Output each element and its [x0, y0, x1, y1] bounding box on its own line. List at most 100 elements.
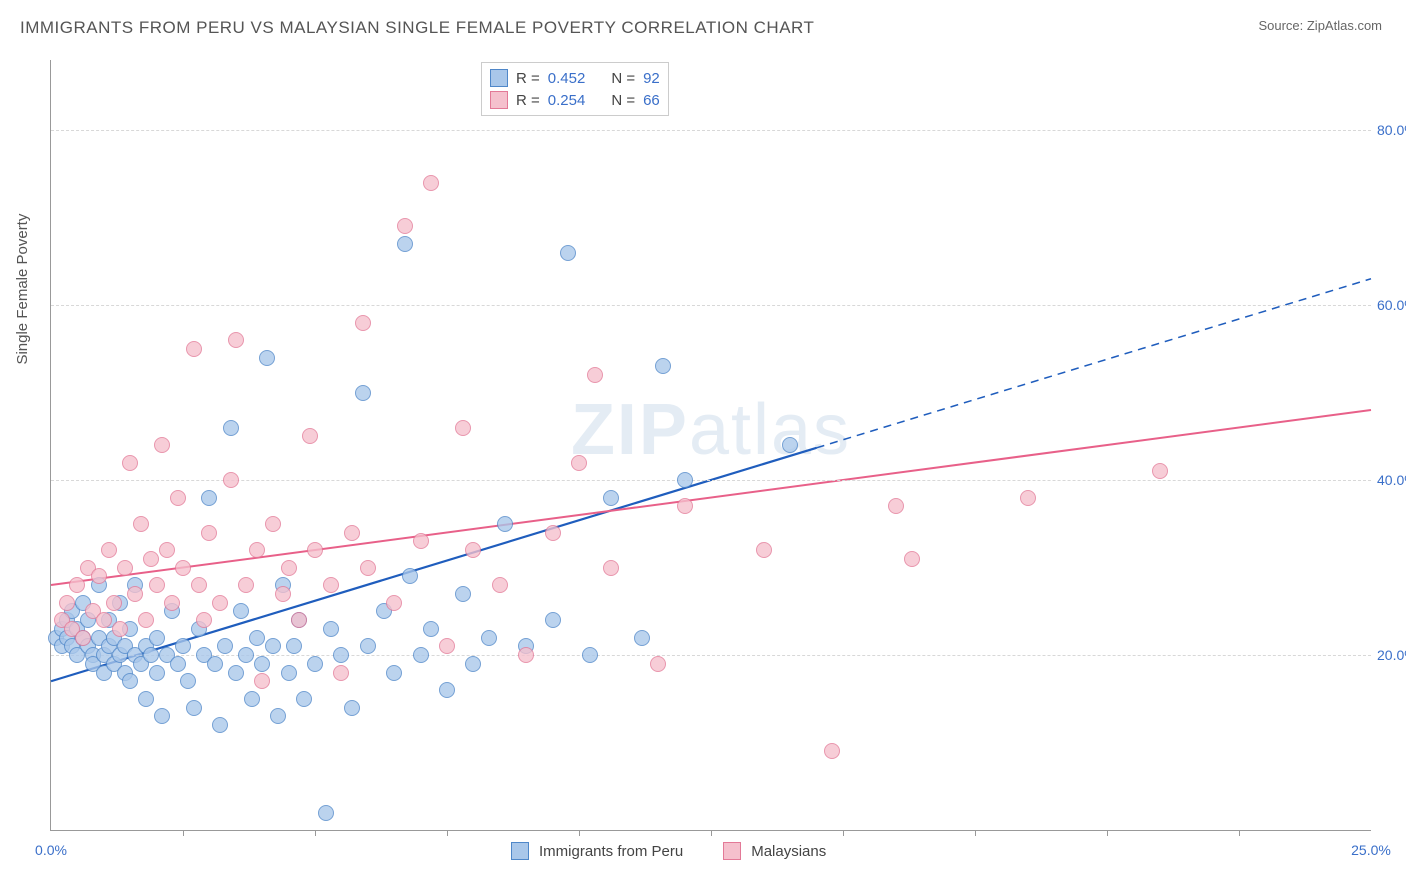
scatter-point: [117, 560, 133, 576]
scatter-point: [344, 525, 360, 541]
scatter-point: [244, 691, 260, 707]
scatter-point: [170, 490, 186, 506]
gridline-h: [51, 480, 1371, 481]
gridline-h: [51, 130, 1371, 131]
scatter-point: [888, 498, 904, 514]
scatter-point: [196, 612, 212, 628]
scatter-point: [180, 673, 196, 689]
stats-n-value-1: 66: [643, 92, 660, 109]
scatter-point: [265, 516, 281, 532]
scatter-point: [175, 638, 191, 654]
scatter-point: [782, 437, 798, 453]
y-tick-label: 20.0%: [1377, 647, 1406, 663]
scatter-point: [455, 420, 471, 436]
scatter-point: [228, 332, 244, 348]
y-tick-label: 80.0%: [1377, 122, 1406, 138]
stats-n-label: N =: [611, 70, 635, 87]
scatter-point: [655, 358, 671, 374]
legend-label-0: Immigrants from Peru: [539, 843, 683, 860]
x-tick-label: 25.0%: [1351, 842, 1391, 858]
scatter-point: [1152, 463, 1168, 479]
x-tick: [1239, 830, 1240, 836]
scatter-point: [307, 542, 323, 558]
stats-n-value-0: 92: [643, 70, 660, 87]
scatter-point: [201, 490, 217, 506]
x-tick: [711, 830, 712, 836]
scatter-point: [545, 525, 561, 541]
scatter-point: [112, 621, 128, 637]
scatter-point: [587, 367, 603, 383]
scatter-point: [149, 577, 165, 593]
scatter-point: [423, 175, 439, 191]
bottom-legend: Immigrants from Peru Malaysians: [511, 842, 826, 860]
scatter-point: [518, 647, 534, 663]
scatter-point: [138, 691, 154, 707]
scatter-point: [154, 708, 170, 724]
scatter-point: [106, 595, 122, 611]
scatter-point: [138, 612, 154, 628]
scatter-point: [355, 385, 371, 401]
scatter-point: [249, 630, 265, 646]
scatter-point: [75, 630, 91, 646]
scatter-point: [677, 472, 693, 488]
scatter-point: [323, 621, 339, 637]
scatter-point: [323, 577, 339, 593]
scatter-point: [270, 708, 286, 724]
scatter-point: [423, 621, 439, 637]
scatter-point: [545, 612, 561, 628]
scatter-point: [143, 551, 159, 567]
scatter-point: [143, 647, 159, 663]
scatter-point: [465, 542, 481, 558]
swatch-series-1: [490, 91, 508, 109]
x-tick: [843, 830, 844, 836]
scatter-point: [286, 638, 302, 654]
scatter-point: [291, 612, 307, 628]
scatter-point: [96, 612, 112, 628]
scatter-point: [302, 428, 318, 444]
scatter-point: [439, 682, 455, 698]
stats-r-label: R =: [516, 70, 540, 87]
scatter-point: [481, 630, 497, 646]
scatter-point: [281, 665, 297, 681]
scatter-point: [307, 656, 323, 672]
scatter-point: [344, 700, 360, 716]
scatter-point: [201, 525, 217, 541]
scatter-point: [127, 586, 143, 602]
stats-row-series-0: R = 0.452 N = 92: [490, 67, 660, 89]
scatter-point: [603, 490, 619, 506]
scatter-point: [360, 560, 376, 576]
legend-label-1: Malaysians: [751, 843, 826, 860]
scatter-point: [249, 542, 265, 558]
scatter-point: [265, 638, 281, 654]
scatter-point: [101, 542, 117, 558]
scatter-point: [756, 542, 772, 558]
scatter-point: [397, 218, 413, 234]
stats-n-label: N =: [611, 92, 635, 109]
scatter-point: [149, 630, 165, 646]
scatter-point: [560, 245, 576, 261]
scatter-point: [133, 516, 149, 532]
scatter-point: [318, 805, 334, 821]
scatter-point: [413, 647, 429, 663]
scatter-point: [149, 665, 165, 681]
scatter-point: [634, 630, 650, 646]
scatter-point: [402, 568, 418, 584]
scatter-point: [360, 638, 376, 654]
scatter-point: [191, 577, 207, 593]
scatter-point: [465, 656, 481, 672]
scatter-point: [296, 691, 312, 707]
x-tick: [579, 830, 580, 836]
scatter-point: [164, 595, 180, 611]
trend-lines: [51, 60, 1371, 830]
scatter-point: [154, 437, 170, 453]
scatter-point: [439, 638, 455, 654]
scatter-point: [254, 656, 270, 672]
trend-line-solid: [51, 410, 1371, 585]
scatter-point: [904, 551, 920, 567]
y-axis-title: Single Female Poverty: [14, 214, 31, 365]
scatter-point: [275, 586, 291, 602]
scatter-point: [238, 577, 254, 593]
scatter-point: [91, 568, 107, 584]
scatter-point: [122, 455, 138, 471]
scatter-point: [259, 350, 275, 366]
